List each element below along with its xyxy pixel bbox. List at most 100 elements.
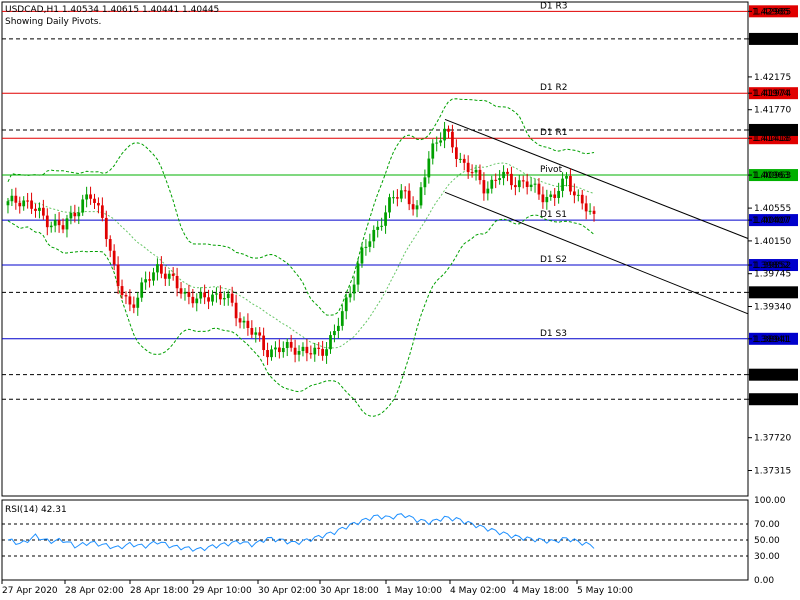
rsi-line <box>7 513 595 552</box>
candle-body <box>199 292 203 299</box>
price-tick-label: 1.38941 <box>754 335 791 345</box>
candle-body <box>517 180 521 188</box>
candle-body <box>34 208 37 211</box>
price-tick-label: 1.41520 <box>754 126 791 136</box>
pivot-name-d1-s2: D1 S2 <box>540 255 567 265</box>
candle-body <box>384 212 387 226</box>
candle-body <box>443 128 446 141</box>
price-tick-label: 1.41974 <box>754 89 791 99</box>
price-tick-label: 1.37720 <box>754 434 791 444</box>
rsi-title: RSI(14) 42.31 <box>5 505 67 515</box>
candle-body <box>584 203 588 212</box>
candle-body <box>49 225 53 228</box>
candle-body <box>41 207 45 216</box>
candle-body <box>486 188 490 194</box>
candle-body <box>187 292 191 297</box>
pivot-price-tag <box>749 169 798 182</box>
candle-body <box>14 195 18 203</box>
candle-body <box>159 264 163 274</box>
dashed-price-tag <box>749 393 798 406</box>
time-tick-label: 5 May 10:00 <box>577 586 633 596</box>
candle-body <box>211 294 214 302</box>
candle-body <box>297 351 301 355</box>
candle-body <box>423 177 427 188</box>
pivot-levels: D1 R3 1.42985 D1 R2 1.41974 D1 R1 1.41418 Pivo… <box>2 1 798 406</box>
candle-body <box>285 341 289 349</box>
candle-body <box>431 143 435 159</box>
candle-body <box>368 241 372 247</box>
price-channel <box>444 118 749 315</box>
candle-body <box>498 178 502 180</box>
candle-body <box>254 332 258 335</box>
candle-body <box>250 328 254 335</box>
candle-body <box>388 197 391 213</box>
candle-body <box>395 197 399 199</box>
middle-band <box>7 162 595 349</box>
dashed-price-tag <box>749 286 798 299</box>
pivot-price-label: 1.42985 <box>752 7 789 17</box>
candle-body <box>592 210 596 214</box>
candle-body <box>203 292 207 298</box>
candle-body <box>6 201 10 206</box>
candle-body <box>557 190 561 198</box>
candle-body <box>399 190 403 199</box>
time-tick-label: 1 May 10:00 <box>386 586 442 596</box>
candle-body <box>462 158 466 163</box>
pivot-price-label: 1.38941 <box>752 335 789 345</box>
candle-body <box>482 180 486 194</box>
candle-body <box>451 131 454 148</box>
candle-body <box>541 194 545 203</box>
candle-body <box>525 181 529 188</box>
dashed-price-label: 1.42644 <box>752 35 789 45</box>
candle-body <box>321 348 325 356</box>
price-tick-label: 1.39340 <box>754 302 791 312</box>
candle-body <box>57 220 61 226</box>
candle-body <box>183 292 187 294</box>
price-tick-label: 1.42175 <box>754 73 791 83</box>
candle-body <box>561 178 564 191</box>
candle-body <box>132 304 136 308</box>
candle-body <box>274 347 277 350</box>
candle-body <box>529 184 533 188</box>
candle-body <box>454 147 458 160</box>
candle-body <box>376 226 380 230</box>
candle-body <box>537 183 541 195</box>
candle-body <box>226 293 230 299</box>
candle-body <box>360 247 364 264</box>
price-tick-label: 1.42644 <box>754 35 791 45</box>
candle-body <box>329 335 332 350</box>
price-axis: 1.42985 1.42644 1.42175 1.41974 1.41770 1.415… <box>748 7 791 476</box>
candle-body <box>22 200 26 207</box>
candle-body <box>218 293 222 300</box>
time-tick-label: 27 Apr 2020 <box>2 586 58 596</box>
time-tick-label: 30 Apr 02:00 <box>258 586 317 596</box>
candle-body <box>576 194 580 196</box>
candle-body <box>191 296 195 304</box>
time-axis: 27 Apr 2020 28 Apr 02:00 28 Apr 18:00 29 Ap… <box>1 580 633 596</box>
candle-body <box>510 173 513 186</box>
candle-body <box>380 225 384 227</box>
candle-body <box>470 172 474 174</box>
candle-body <box>53 220 57 226</box>
price-tick-label: 1.41418 <box>754 134 791 144</box>
price-pane <box>1 1 749 497</box>
candle-body <box>85 194 89 200</box>
candle-body <box>553 194 557 198</box>
candle-body <box>120 286 124 296</box>
candle-body <box>61 225 65 230</box>
pivot-name-pivot: Pivot <box>540 165 563 175</box>
candle-body <box>364 246 368 248</box>
candle-body <box>506 171 509 174</box>
candles <box>6 121 596 366</box>
candle-body <box>112 250 116 265</box>
lower-band <box>7 214 595 417</box>
candle-body <box>392 197 395 199</box>
candle-body <box>215 293 218 295</box>
candle-body <box>207 297 210 302</box>
candle-body <box>136 297 140 308</box>
candle-body <box>313 347 317 355</box>
candle-body <box>533 183 537 185</box>
candle-body <box>38 207 41 211</box>
candle-body <box>356 263 360 285</box>
price-tick-label: 1.39852 <box>754 261 791 271</box>
